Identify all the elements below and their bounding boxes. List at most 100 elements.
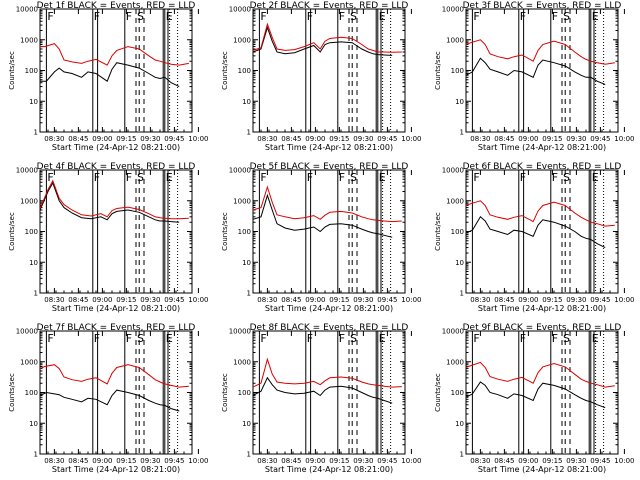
y-tick-label: 100 bbox=[451, 228, 464, 236]
event-marker-label: F bbox=[552, 10, 558, 23]
y-tick-label: 10 bbox=[455, 420, 464, 428]
x-tick-label: 08:30 bbox=[44, 135, 64, 143]
event-marker-label: F bbox=[339, 171, 345, 184]
event-marker-label: F bbox=[339, 10, 345, 23]
panel-title: Det 9f BLACK = Events, RED = LLD bbox=[463, 323, 622, 333]
y-tick-label: 1 bbox=[460, 451, 464, 459]
x-tick-label: 09:30 bbox=[140, 296, 160, 304]
panel-title: Det 7f BLACK = Events, RED = LLD bbox=[37, 323, 196, 333]
x-axis-label: Start Time (24-Apr-12 08:21:00) bbox=[478, 465, 606, 474]
panel-title: Det 5f BLACK = Events, RED = LLD bbox=[250, 162, 409, 172]
x-tick-label: 09:15 bbox=[116, 135, 136, 143]
x-tick-label: 09:15 bbox=[329, 135, 349, 143]
y-tick-label: 1000 bbox=[446, 36, 464, 44]
x-tick-label: 08:30 bbox=[470, 135, 490, 143]
lld-series-line bbox=[252, 185, 402, 223]
event-marker-label: F bbox=[552, 171, 558, 184]
y-tick-label: 1000 bbox=[233, 358, 251, 366]
x-tick-label: 09:00 bbox=[518, 457, 538, 465]
event-marker-label: F bbox=[307, 171, 313, 184]
y-axis-label: Counts/sec bbox=[221, 373, 229, 412]
x-tick-label: 09:45 bbox=[377, 457, 397, 465]
x-tick-label: 08:45 bbox=[494, 457, 514, 465]
y-tick-label: 10000 bbox=[229, 6, 251, 14]
y-tick-label: 1000 bbox=[446, 358, 464, 366]
panel-title: Det 8f BLACK = Events, RED = LLD bbox=[250, 323, 409, 333]
event-marker-label: F bbox=[47, 332, 53, 345]
y-tick-label: 1000 bbox=[233, 197, 251, 205]
event-marker-label: E bbox=[379, 10, 386, 23]
events-series-line bbox=[465, 216, 606, 249]
y-tick-label: 10000 bbox=[442, 167, 464, 175]
event-marker-label: F bbox=[307, 10, 313, 23]
y-tick-label: 1000 bbox=[446, 197, 464, 205]
y-tick-label: 10000 bbox=[442, 6, 464, 14]
y-tick-label: 10000 bbox=[442, 328, 464, 336]
y-tick-label: 10000 bbox=[229, 328, 251, 336]
panel-title: Det 6f BLACK = Events, RED = LLD bbox=[463, 162, 622, 172]
y-tick-label: 1000 bbox=[233, 36, 251, 44]
x-axis-label: Start Time (24-Apr-12 08:21:00) bbox=[265, 143, 393, 152]
x-tick-label: 09:00 bbox=[305, 135, 325, 143]
y-tick-label: 10 bbox=[455, 98, 464, 106]
x-tick-label: 08:30 bbox=[44, 296, 64, 304]
events-series-line bbox=[252, 193, 393, 238]
y-tick-label: 1 bbox=[247, 451, 251, 459]
x-tick-label: 10:00 bbox=[188, 135, 208, 143]
y-tick-label: 10 bbox=[455, 259, 464, 267]
y-axis-label: Counts/sec bbox=[434, 51, 442, 90]
lld-series-line bbox=[39, 364, 189, 388]
event-marker-label: F bbox=[260, 332, 266, 345]
lld-series-line bbox=[465, 200, 615, 227]
events-series-line bbox=[39, 181, 180, 223]
y-tick-label: 1 bbox=[247, 290, 251, 298]
events-series-line bbox=[252, 376, 393, 404]
x-tick-label: 09:30 bbox=[566, 296, 586, 304]
x-tick-label: 08:45 bbox=[281, 296, 301, 304]
x-tick-label: 09:30 bbox=[353, 296, 373, 304]
y-axis-label: Counts/sec bbox=[8, 51, 16, 90]
event-marker-label: F bbox=[552, 332, 558, 345]
event-marker-label: S bbox=[350, 10, 357, 23]
lld-series-line bbox=[40, 43, 189, 66]
event-marker-label: F bbox=[126, 171, 132, 184]
x-tick-label: 09:30 bbox=[140, 135, 160, 143]
x-tick-label: 08:45 bbox=[281, 457, 301, 465]
event-marker-label: F bbox=[47, 171, 53, 184]
event-marker-label: S bbox=[350, 171, 357, 184]
x-tick-label: 08:30 bbox=[470, 296, 490, 304]
event-marker-label: F bbox=[126, 332, 132, 345]
y-tick-label: 10 bbox=[242, 98, 251, 106]
lld-series-line bbox=[252, 357, 402, 388]
panel-title: Det 3f BLACK = Events, RED = LLD bbox=[463, 1, 622, 11]
y-tick-label: 100 bbox=[451, 67, 464, 75]
lld-series-line bbox=[465, 39, 615, 65]
y-tick-label: 10000 bbox=[229, 167, 251, 175]
x-axis-label: Start Time (24-Apr-12 08:21:00) bbox=[265, 465, 393, 474]
event-marker-label: E bbox=[379, 332, 386, 345]
event-marker-label: S bbox=[137, 332, 144, 345]
event-marker-label: E bbox=[379, 171, 386, 184]
x-tick-label: 09:00 bbox=[518, 296, 538, 304]
x-tick-label: 10:00 bbox=[401, 296, 421, 304]
y-tick-label: 10 bbox=[29, 98, 38, 106]
panel-title: Det 4f BLACK = Events, RED = LLD bbox=[37, 162, 196, 172]
lld-series-line bbox=[39, 179, 189, 220]
event-marker-label: F bbox=[260, 171, 266, 184]
x-tick-label: 09:45 bbox=[377, 296, 397, 304]
y-tick-label: 100 bbox=[451, 389, 464, 397]
y-tick-label: 10 bbox=[29, 259, 38, 267]
lld-series-line bbox=[252, 22, 402, 53]
y-tick-label: 1000 bbox=[20, 358, 38, 366]
y-tick-label: 1000 bbox=[20, 197, 38, 205]
x-tick-label: 08:30 bbox=[257, 457, 277, 465]
x-tick-label: 09:00 bbox=[305, 457, 325, 465]
y-tick-label: 10 bbox=[242, 259, 251, 267]
events-series-line bbox=[39, 389, 180, 412]
event-marker-label: S bbox=[563, 10, 570, 23]
